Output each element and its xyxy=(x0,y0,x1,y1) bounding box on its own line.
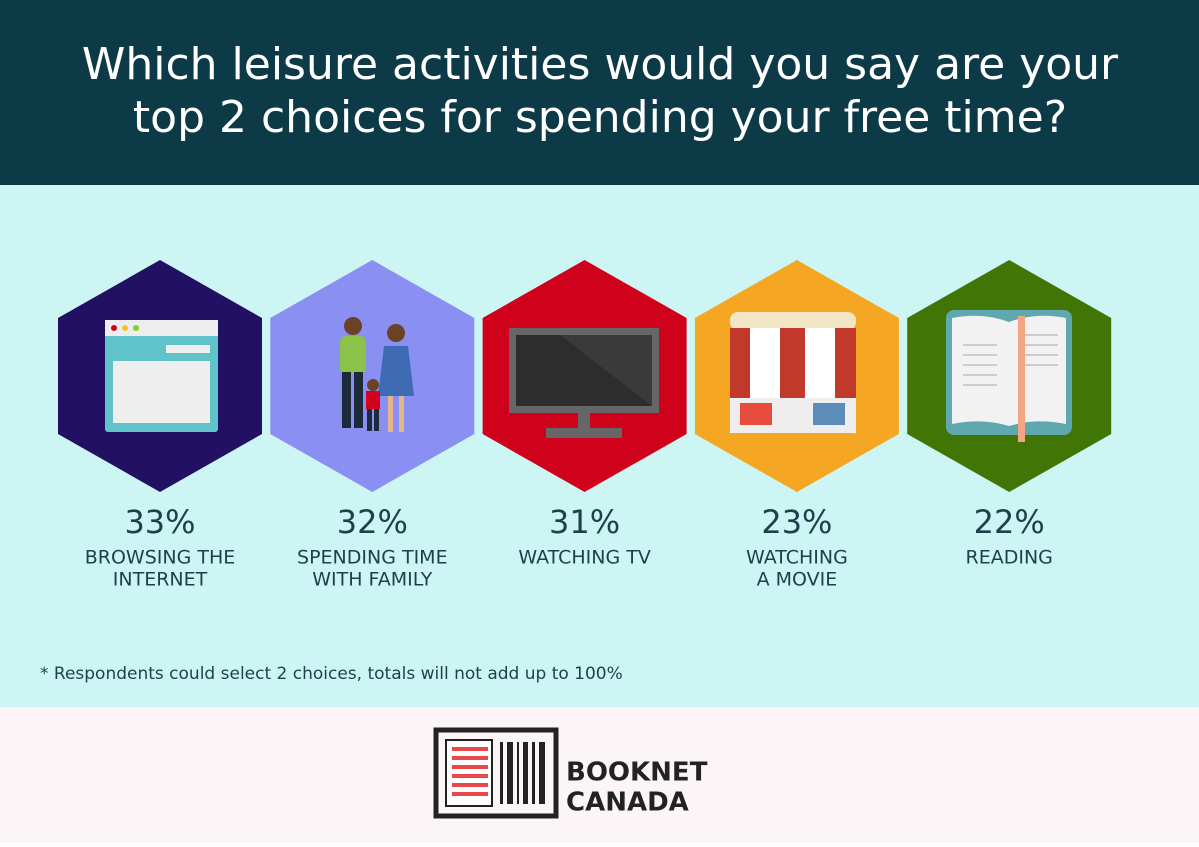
header-band xyxy=(0,0,1199,185)
item-label: SPENDING TIME xyxy=(297,547,448,569)
footer-band xyxy=(0,707,1199,843)
hexagon xyxy=(270,260,475,492)
item-label: WITH FAMILY xyxy=(312,569,433,591)
icons xyxy=(105,310,1072,442)
item-value: 33% xyxy=(124,503,195,541)
item-label: WATCHING TV xyxy=(518,547,651,569)
item-value: 22% xyxy=(974,503,1045,541)
title-line: Which leisure activities would you say a… xyxy=(82,39,1119,90)
item-label: BROWSING THE xyxy=(85,547,236,569)
item-value: 31% xyxy=(549,503,620,541)
footnote: * Respondents could select 2 choices, to… xyxy=(40,664,623,684)
item-value: 23% xyxy=(761,503,832,541)
item-value: 32% xyxy=(337,503,408,541)
item-label: READING xyxy=(966,547,1053,569)
item-label: WATCHING xyxy=(746,547,848,569)
item-label: A MOVIE xyxy=(757,569,838,591)
logo-text: BOOKNET xyxy=(566,758,708,788)
item-label: INTERNET xyxy=(113,569,208,591)
logo: BOOKNET CANADA xyxy=(433,727,708,819)
title-line: top 2 choices for spending your free tim… xyxy=(133,92,1067,143)
logo-text: CANADA xyxy=(566,788,689,818)
